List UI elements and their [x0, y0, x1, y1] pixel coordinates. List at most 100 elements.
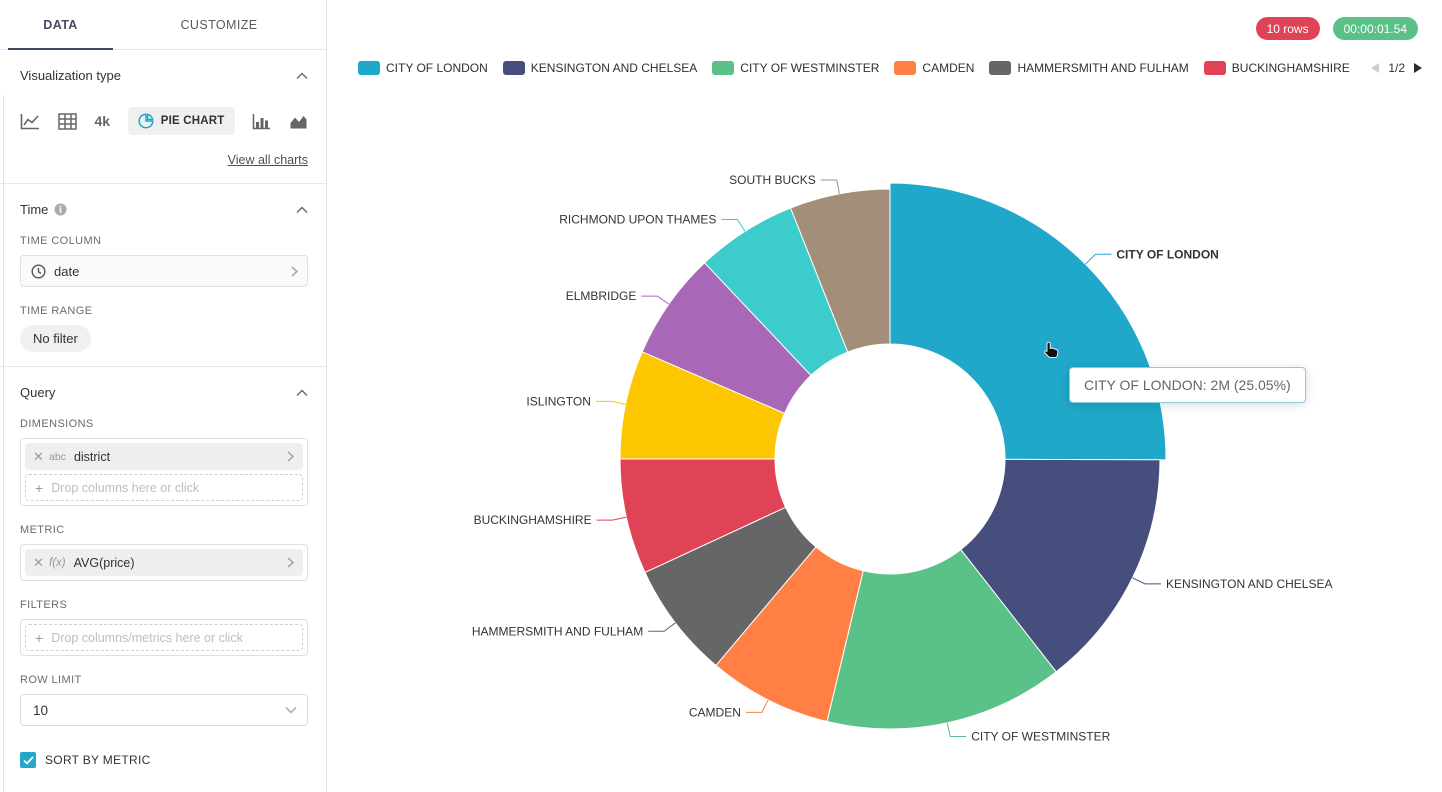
metric-chip-avg-price[interactable]: ✕ f(x) AVG(price) [25, 549, 303, 576]
pie-chart-type-button[interactable]: PIE CHART [127, 107, 235, 135]
legend-next-icon[interactable] [1414, 63, 1422, 73]
row-count-badge[interactable]: 10 rows [1255, 17, 1320, 40]
pie-label-hammersmith-and-fulham: HAMMERSMITH AND FULHAM [472, 624, 643, 638]
legend-label: CITY OF LONDON [386, 61, 488, 75]
pie-label-line [721, 219, 746, 232]
pie-slice-kensington-and-chelsea[interactable] [960, 458, 1161, 673]
legend-item-camden[interactable]: CAMDEN [894, 61, 974, 75]
legend-label: KENSINGTON AND CHELSEA [530, 61, 698, 75]
legend-swatch-icon [989, 61, 1012, 75]
time-column-label: TIME COLUMN [20, 235, 102, 247]
check-icon [22, 755, 34, 765]
chart-tooltip: CITY OF LONDON: 2M (25.05%) [1069, 367, 1306, 403]
control-panel-sidebar: DATA CUSTOMIZE Visualization type 4k PIE… [0, 0, 327, 792]
legend-swatch-icon [502, 61, 525, 75]
dimension-chip-district[interactable]: ✕ abc district [25, 443, 303, 470]
pie-label-line [595, 400, 626, 405]
collapse-chevron-icon[interactable] [296, 72, 308, 80]
sort-by-metric-label: SORT BY METRIC [45, 753, 151, 767]
view-all-charts-link[interactable]: View all charts [227, 153, 308, 167]
dimension-value: district [73, 449, 111, 464]
legend-swatch-icon [1203, 61, 1226, 75]
pie-label-line [745, 699, 769, 713]
sidebar-tabbar: DATA CUSTOMIZE [0, 0, 326, 50]
pie-label-line [820, 179, 840, 194]
legend-swatch-icon [712, 61, 735, 75]
tab-customize[interactable]: CUSTOMIZE [180, 17, 258, 32]
legend-items: CITY OF LONDON KENSINGTON AND CHELSEA CITY… [358, 61, 1363, 75]
bar-chart-icon[interactable] [252, 113, 271, 130]
metric-value: AVG(price) [73, 555, 135, 570]
chevron-down-icon [285, 706, 297, 714]
pie-label-line [946, 722, 967, 737]
query-status-badges: 10 rows 00:00:01.54 [1255, 17, 1418, 40]
pie-label-buckinghamshire: BUCKINGHAMSHIRE [474, 513, 592, 527]
collapse-chevron-icon[interactable] [296, 389, 308, 397]
legend-item-city-of-westminster[interactable]: CITY OF WESTMINSTER [712, 61, 879, 75]
remove-icon[interactable]: ✕ [33, 554, 44, 570]
plus-icon: + [35, 629, 44, 646]
legend-item-buckinghamshire[interactable]: BUCKINGHAMSHIRE [1203, 61, 1350, 75]
chart-legend: CITY OF LONDON KENSINGTON AND CHELSEA CITY… [358, 58, 1422, 78]
legend-item-city-of-london[interactable]: CITY OF LONDON [358, 61, 488, 75]
pie-slice-south-bucks[interactable] [789, 188, 891, 353]
tab-data[interactable]: DATA [8, 0, 113, 50]
pie-label-richmond-upon-thames: RICHMOND UPON THAMES [559, 213, 716, 227]
chevron-right-icon[interactable] [286, 450, 295, 463]
pie-label-line [596, 516, 627, 521]
legend-label: BUCKINGHAMSHIRE [1231, 61, 1350, 75]
time-column-field[interactable]: date [20, 255, 308, 287]
filters-dropzone[interactable]: + Drop columns/metrics here or click [25, 624, 303, 651]
plus-icon: + [35, 479, 44, 496]
chevron-right-icon[interactable] [286, 556, 295, 569]
column-type-badge: abc [49, 450, 66, 463]
sort-by-metric-checkbox[interactable] [20, 752, 36, 768]
big-number-chart-icon[interactable]: 4k [94, 113, 111, 129]
query-section-title: Query [20, 385, 56, 400]
time-column-value: date [54, 263, 80, 279]
time-section-title: Time [20, 202, 49, 217]
pie-label-city-of-london: CITY OF LONDON [1116, 247, 1218, 261]
collapse-chevron-icon[interactable] [296, 206, 308, 214]
time-range-label: TIME RANGE [20, 305, 93, 317]
area-chart-icon[interactable] [289, 113, 308, 130]
query-timer-badge: 00:00:01.54 [1332, 17, 1418, 40]
filters-placeholder: Drop columns/metrics here or click [51, 630, 243, 645]
chevron-right-icon[interactable] [290, 265, 299, 278]
pie-label-elmbridge: ELMBRIDGE [566, 289, 637, 303]
remove-icon[interactable]: ✕ [33, 448, 44, 464]
pie-label-kensington-and-chelsea: KENSINGTON AND CHELSEA [1166, 577, 1333, 591]
row-limit-label: ROW LIMIT [20, 674, 82, 686]
legend-label: HAMMERSMITH AND FULHAM [1017, 61, 1189, 75]
legend-swatch-icon [358, 61, 380, 75]
dimensions-box: ✕ abc district + Drop columns here or cl… [20, 438, 308, 506]
pie-label-city-of-westminster: CITY OF WESTMINSTER [971, 730, 1110, 744]
row-limit-select[interactable]: 10 [20, 694, 308, 726]
time-range-value-pill[interactable]: No filter [20, 325, 91, 352]
legend-item-hammersmith-and-fulham[interactable]: HAMMERSMITH AND FULHAM [989, 61, 1189, 75]
clock-icon [31, 263, 46, 279]
legend-label: CITY OF WESTMINSTER [740, 61, 880, 75]
metric-label: METRIC [20, 524, 65, 536]
pie-slice-city-of-london[interactable] [889, 182, 1167, 461]
legend-item-kensington-and-chelsea[interactable]: KENSINGTON AND CHELSEA [502, 61, 698, 75]
pie-label-line [1132, 577, 1161, 585]
filters-label: FILTERS [20, 599, 68, 611]
panel-edge-divider [3, 95, 4, 792]
pie-label-line [641, 295, 670, 305]
function-type-badge: f(x) [49, 556, 66, 569]
filters-box: + Drop columns/metrics here or click [20, 619, 308, 656]
dimensions-dropzone[interactable]: + Drop columns here or click [25, 474, 303, 501]
sort-by-metric-row: SORT BY METRIC [20, 752, 308, 768]
info-icon [54, 203, 67, 216]
pie-chart-type-label: PIE CHART [160, 115, 225, 127]
pie-label-line [1085, 253, 1112, 265]
line-chart-icon[interactable] [20, 113, 40, 130]
table-icon[interactable] [57, 112, 77, 130]
pie-slice-city-of-westminster[interactable] [826, 548, 1057, 730]
legend-pager: 1/2 [1371, 61, 1422, 75]
pie-label-south-bucks: SOUTH BUCKS [729, 173, 816, 187]
legend-label: CAMDEN [922, 61, 975, 75]
legend-prev-icon[interactable] [1371, 63, 1380, 73]
